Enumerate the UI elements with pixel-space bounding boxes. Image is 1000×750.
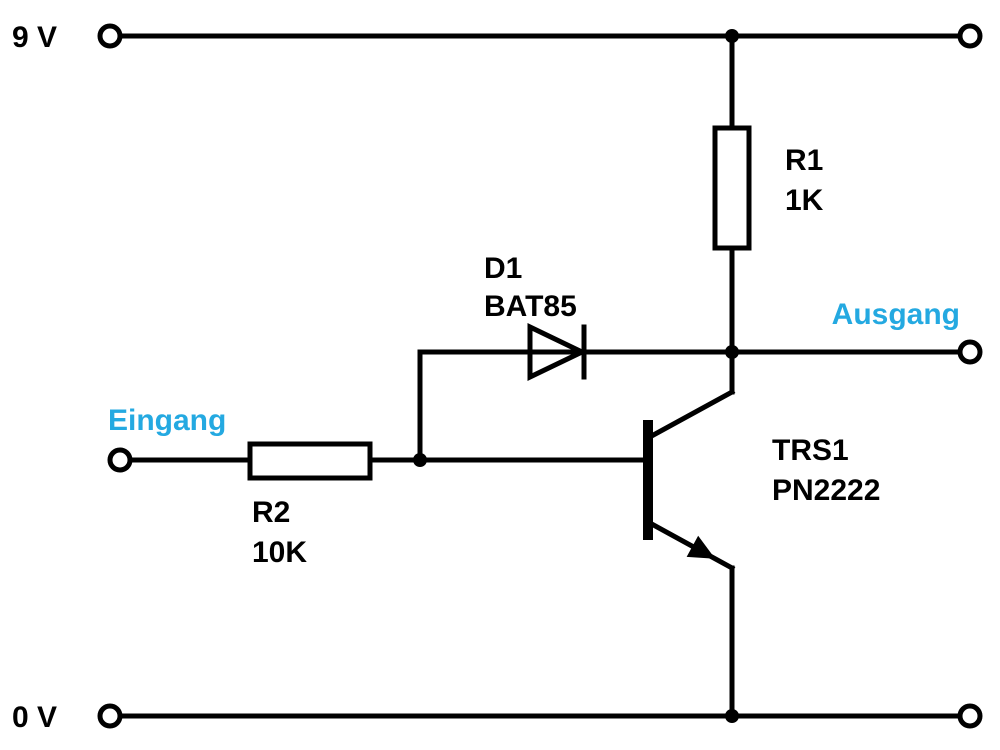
junction — [413, 453, 427, 467]
label-r1-value: 1K — [785, 184, 824, 217]
circuit-schematic: 9 V 0 V R1 1K Ausgang Eingang R2 10K D1 BAT85 TRS1… — [0, 0, 1000, 750]
label-d1-name: D1 — [484, 252, 522, 285]
terminal-0v-right — [960, 706, 980, 726]
junction — [725, 29, 739, 43]
label-r2-name: R2 — [252, 496, 290, 529]
terminal-0v-left — [100, 706, 120, 726]
label-d1-value: BAT85 — [484, 290, 577, 323]
label-r1-name: R1 — [785, 144, 823, 177]
terminal-9v-right — [960, 26, 980, 46]
label-input: Eingang — [108, 404, 226, 437]
label-r2-value: 10K — [252, 536, 307, 569]
label-trs-name: TRS1 — [772, 434, 849, 467]
terminal-output — [960, 342, 980, 362]
resistor-r1 — [715, 128, 749, 248]
label-output: Ausgang — [832, 298, 960, 331]
label-0v: 0 V — [12, 701, 57, 734]
terminal-input — [110, 450, 130, 470]
label-9v: 9 V — [12, 21, 57, 54]
label-trs-value: PN2222 — [772, 474, 880, 507]
terminal-9v-left — [100, 26, 120, 46]
resistor-r2 — [250, 444, 370, 478]
junction — [725, 709, 739, 723]
